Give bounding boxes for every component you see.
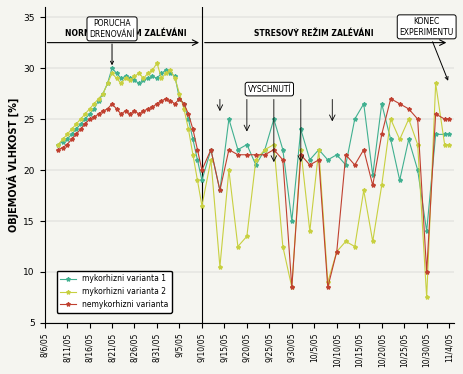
Text: NORMÁLNÍ REŽIM ZALÉVÁNI: NORMÁLNÍ REŽIM ZALÉVÁNI bbox=[64, 28, 186, 37]
Legend: mykorhizni varianta 1, mykorhizni varianta 2, nemykorhizni varianta: mykorhizni varianta 1, mykorhizni varian… bbox=[56, 270, 172, 313]
Text: STRESOVÝ REŽIM ZALÉVÁNI: STRESOVÝ REŽIM ZALÉVÁNI bbox=[254, 28, 373, 37]
Text: KONEC
EXPERIMENTU: KONEC EXPERIMENTU bbox=[399, 17, 453, 80]
Text: PORUCHA
DRENOVÁNÍ: PORUCHA DRENOVÁNÍ bbox=[89, 19, 134, 64]
Y-axis label: OBJEMOVÁ VLHKOST [%]: OBJEMOVÁ VLHKOST [%] bbox=[7, 98, 19, 232]
Text: VYSCHNUTÍ: VYSCHNUTÍ bbox=[247, 85, 291, 94]
